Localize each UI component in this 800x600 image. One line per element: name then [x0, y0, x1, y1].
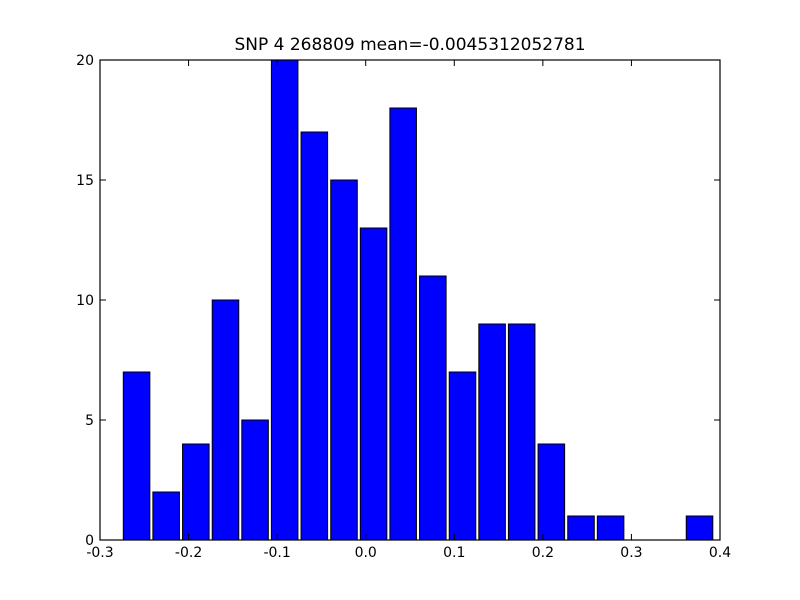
- x-tick-label: -0.3: [86, 545, 113, 561]
- histogram-bar: [241, 419, 269, 541]
- histogram-bar: [211, 299, 240, 541]
- histogram-bar: [389, 107, 417, 541]
- histogram-bar: [507, 323, 536, 541]
- histogram-bar: [330, 179, 358, 541]
- y-tick-label: 0: [85, 533, 94, 549]
- x-tick-label: 0.1: [443, 545, 465, 561]
- histogram-bar: [419, 275, 447, 541]
- x-tick-label: 0.0: [355, 545, 377, 561]
- histogram-bar: [478, 323, 506, 541]
- y-tick-label: 20: [76, 53, 94, 69]
- y-tick-label: 5: [85, 413, 94, 429]
- x-tick-label: 0.4: [709, 545, 731, 561]
- x-tick-label: -0.1: [263, 545, 290, 561]
- histogram-bar: [596, 515, 625, 541]
- histogram-bar: [537, 443, 566, 541]
- x-tick-label: 0.3: [620, 545, 642, 561]
- axes-frame: [99, 59, 721, 541]
- x-tick-label: 0.2: [532, 545, 554, 561]
- x-tick-label: -0.2: [175, 545, 202, 561]
- histogram-bar: [359, 227, 388, 541]
- y-tick-label: 10: [76, 293, 94, 309]
- histogram-bar: [685, 515, 714, 541]
- histogram-bar: [448, 371, 477, 541]
- histogram-bar: [270, 59, 299, 541]
- bars-layer: [122, 59, 714, 541]
- y-tick-label: 15: [76, 173, 94, 189]
- chart-title: SNP 4 268809 mean=-0.0045312052781: [234, 35, 585, 55]
- histogram-bar: [122, 371, 151, 541]
- histogram-bar: [300, 131, 329, 541]
- histogram-bar: [182, 443, 210, 541]
- histogram-bar: [152, 491, 180, 541]
- histogram-bar: [567, 515, 595, 541]
